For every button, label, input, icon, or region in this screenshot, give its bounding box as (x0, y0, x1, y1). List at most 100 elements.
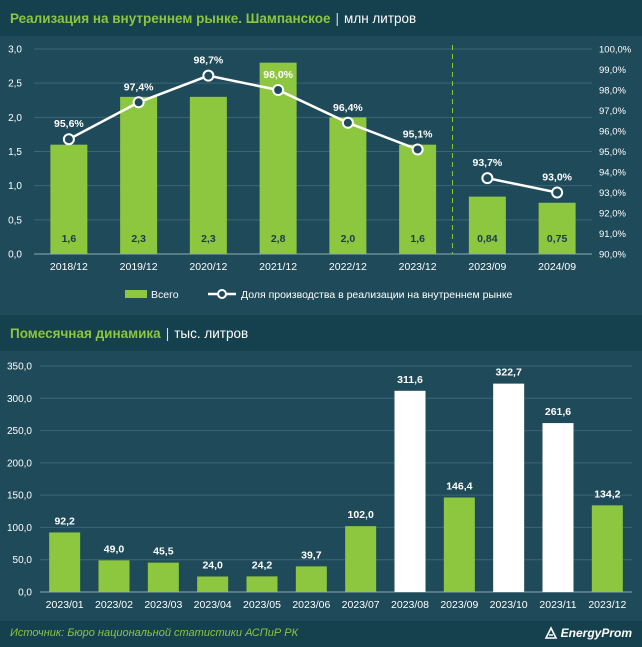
energyprom-logo: EnergyProm (544, 626, 632, 640)
top-chart-separator: | (335, 10, 340, 26)
logo-mark-icon (544, 626, 557, 639)
bar-value-label: 92,2 (54, 515, 75, 527)
y-tick-label: 0,0 (18, 588, 32, 599)
bar-value-label: 39,7 (301, 549, 322, 561)
legend-bar-label: Всего (151, 289, 179, 301)
y-tick-label: 0,0 (8, 250, 22, 261)
bar (443, 497, 475, 592)
y-tick-label: 1,0 (8, 181, 22, 192)
bar-value-label: 322,7 (496, 367, 522, 379)
y2-tick-label: 96,0% (599, 127, 626, 138)
y-tick-label: 2,0 (8, 113, 22, 124)
line-point (551, 186, 564, 199)
y-tick-label: 150,0 (7, 491, 32, 502)
bottom-chart-unit: тыс. литров (174, 325, 249, 341)
legend-line-marker (217, 289, 227, 299)
y2-tick-label: 93,0% (599, 188, 626, 199)
share-line (68, 74, 419, 151)
line-point (132, 96, 145, 109)
share-line (487, 176, 558, 194)
x-tick-label: 2023/09 (468, 261, 506, 273)
x-tick-label: 2024/09 (538, 261, 576, 273)
bar (493, 383, 525, 592)
line-value-label: 96,4% (333, 102, 363, 114)
y2-tick-label: 91,0% (599, 229, 626, 240)
y-tick-label: 1,5 (8, 147, 22, 158)
bar (542, 423, 574, 592)
bottom-chart-separator: | (165, 325, 170, 341)
bar (49, 532, 81, 592)
bar (468, 196, 506, 254)
y-tick-label: 50,0 (13, 555, 33, 566)
logo-text: EnergyProm (560, 626, 632, 640)
x-tick-label: 2022/12 (329, 261, 367, 273)
bar-value-label: 45,5 (153, 546, 174, 558)
source-note: Источник: Бюро национальной статистики А… (10, 627, 299, 639)
bottom-chart-header: Помесячная динамика | тыс. литров (0, 315, 642, 351)
x-tick-label: 2023/05 (243, 599, 281, 611)
bar-value-label: 1,6 (410, 233, 425, 245)
bar (295, 566, 327, 592)
bar-value-label: 146,4 (446, 480, 472, 492)
line-value-label: 95,6% (54, 118, 84, 130)
line-value-label: 97,4% (124, 81, 154, 93)
bar (399, 144, 437, 254)
bar-value-label: 102,0 (348, 509, 374, 521)
x-tick-label: 2023/02 (95, 599, 133, 611)
bar-value-label: 2,0 (341, 233, 356, 245)
legend-bar-swatch (125, 290, 147, 298)
y2-tick-label: 95,0% (599, 147, 626, 158)
bar-value-label: 24,0 (202, 560, 223, 572)
bar (120, 96, 158, 254)
bar (197, 576, 229, 592)
y2-tick-label: 98,0% (599, 86, 626, 97)
bar-value-label: 0,84 (477, 233, 498, 245)
bar-value-label: 1,6 (62, 233, 77, 245)
y-tick-label: 3,0 (8, 45, 22, 56)
top-chart-header: Реализация на внутреннем рынке. Шампанск… (0, 0, 642, 36)
x-tick-label: 2023/12 (399, 261, 437, 273)
y-tick-label: 100,0 (7, 523, 32, 534)
bar-value-label: 0,75 (547, 233, 568, 245)
y2-tick-label: 92,0% (599, 209, 626, 220)
x-tick-label: 2023/04 (194, 599, 232, 611)
bar-value-label: 49,0 (104, 543, 125, 555)
y-tick-label: 2,5 (8, 79, 22, 90)
bar (189, 96, 227, 254)
y2-tick-label: 97,0% (599, 106, 626, 117)
bar (329, 117, 367, 254)
x-tick-label: 2018/12 (50, 261, 88, 273)
bar-value-label: 261,6 (545, 406, 571, 418)
y2-tick-label: 90,0% (599, 250, 626, 261)
y-tick-label: 200,0 (7, 458, 32, 469)
x-tick-label: 2023/11 (539, 599, 576, 611)
x-tick-label: 2023/03 (144, 599, 182, 611)
bar-value-label: 2,8 (271, 233, 286, 245)
line-value-label: 95,1% (403, 128, 433, 140)
y-tick-label: 300,0 (7, 394, 32, 405)
y2-tick-label: 100,0% (599, 45, 632, 56)
y2-tick-label: 94,0% (599, 168, 626, 179)
bar-value-label: 24,2 (252, 559, 273, 571)
y2-tick-label: 99,0% (599, 65, 626, 76)
x-tick-label: 2023/01 (46, 599, 84, 611)
bar (246, 576, 278, 592)
bottom-chart-title: Помесячная динамика (10, 325, 161, 341)
bar (345, 526, 377, 592)
top-chart-unit: млн литров (344, 10, 417, 26)
line-value-label: 98,7% (193, 55, 223, 67)
x-tick-label: 2023/10 (490, 599, 528, 611)
y-tick-label: 250,0 (7, 426, 32, 437)
bar-value-label: 134,2 (594, 488, 620, 500)
bar (538, 202, 576, 254)
y-tick-label: 350,0 (7, 362, 32, 373)
legend-line-label: Доля производства в реализации на внутре… (241, 289, 513, 301)
top-chart-title: Реализация на внутреннем рынке. Шампанск… (10, 10, 331, 26)
bar (591, 505, 623, 592)
x-tick-label: 2023/06 (292, 599, 330, 611)
bar (50, 144, 88, 254)
x-tick-label: 2023/09 (440, 599, 478, 611)
line-point (481, 172, 494, 185)
x-tick-label: 2019/12 (120, 261, 158, 273)
bar (394, 390, 426, 592)
